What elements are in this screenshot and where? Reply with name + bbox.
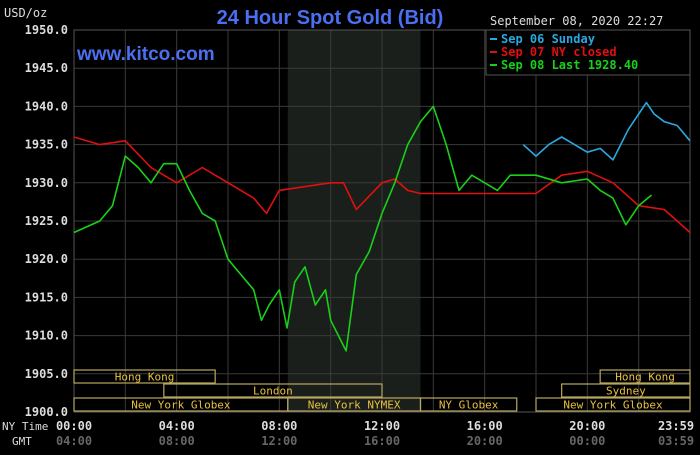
session-label: Hong Kong <box>115 371 175 384</box>
x-tick-label-ny: 16:00 <box>467 419 503 433</box>
kitco-watermark: www.kitco.com <box>76 44 215 65</box>
legend-entry: Sep 06 Sunday <box>501 32 595 46</box>
y-tick-label: 1900.0 <box>25 405 68 419</box>
plot-frame <box>73 29 691 413</box>
x-tick-label-ny: 00:00 <box>56 419 92 433</box>
y-tick-label: 1935.0 <box>25 138 68 152</box>
session-bar <box>73 369 216 384</box>
session-bar <box>419 397 518 412</box>
chart-timestamp: September 08, 2020 22:27 <box>490 14 663 28</box>
legend-entry: Sep 08 Last 1928.40 <box>501 58 638 72</box>
session-label: New York Globex <box>131 399 231 412</box>
session-bar <box>535 397 691 412</box>
chart-title: 24 Hour Spot Gold (Bid) <box>217 7 444 29</box>
session-label: London <box>253 385 293 398</box>
x-tick-label-gmt: 04:00 <box>56 434 92 448</box>
session-bar <box>561 383 691 398</box>
gmt-label: GMT <box>12 435 32 448</box>
session-label: NY Globex <box>439 399 499 412</box>
y-tick-label: 1910.0 <box>25 329 68 343</box>
x-tick-label-gmt: 08:00 <box>159 434 195 448</box>
x-tick-label-ny: 20:00 <box>569 419 605 433</box>
y-tick-label: 1925.0 <box>25 214 68 228</box>
session-bar <box>163 383 383 398</box>
y-tick-label: 1930.0 <box>25 176 68 190</box>
y-tick-label: 1950.0 <box>25 23 68 37</box>
session-label: New York Globex <box>563 399 663 412</box>
session-bar <box>599 369 691 384</box>
x-tick-label-ny: 23:59 <box>658 419 694 433</box>
session-label: New York NYMEX <box>308 399 401 412</box>
y-tick-label: 1915.0 <box>25 290 68 304</box>
session-label: Hong Kong <box>615 371 675 384</box>
series-line-2 <box>73 136 691 234</box>
y-tick-label: 1940.0 <box>25 99 68 113</box>
legend-entry: Sep 07 NY closed <box>501 45 617 59</box>
y-tick-label: 1920.0 <box>25 252 68 266</box>
ny-time-label: NY Time <box>2 420 48 433</box>
legend-box <box>485 29 691 76</box>
series-line-1 <box>522 101 691 161</box>
x-tick-label-ny: 08:00 <box>261 419 297 433</box>
y-tick-label: 1945.0 <box>25 61 68 75</box>
x-tick-label-gmt: 00:00 <box>569 434 605 448</box>
y-tick-label: 1905.0 <box>25 367 68 381</box>
x-tick-label-gmt: 03:59 <box>658 434 694 448</box>
series-line-3 <box>73 105 653 352</box>
y-axis-unit-label: USD/oz <box>4 6 47 20</box>
session-label: Sydney <box>606 385 646 398</box>
x-tick-label-gmt: 12:00 <box>261 434 297 448</box>
x-tick-label-ny: 04:00 <box>159 419 195 433</box>
x-tick-label-gmt: 20:00 <box>467 434 503 448</box>
x-tick-label-ny: 12:00 <box>364 419 400 433</box>
x-tick-label-gmt: 16:00 <box>364 434 400 448</box>
